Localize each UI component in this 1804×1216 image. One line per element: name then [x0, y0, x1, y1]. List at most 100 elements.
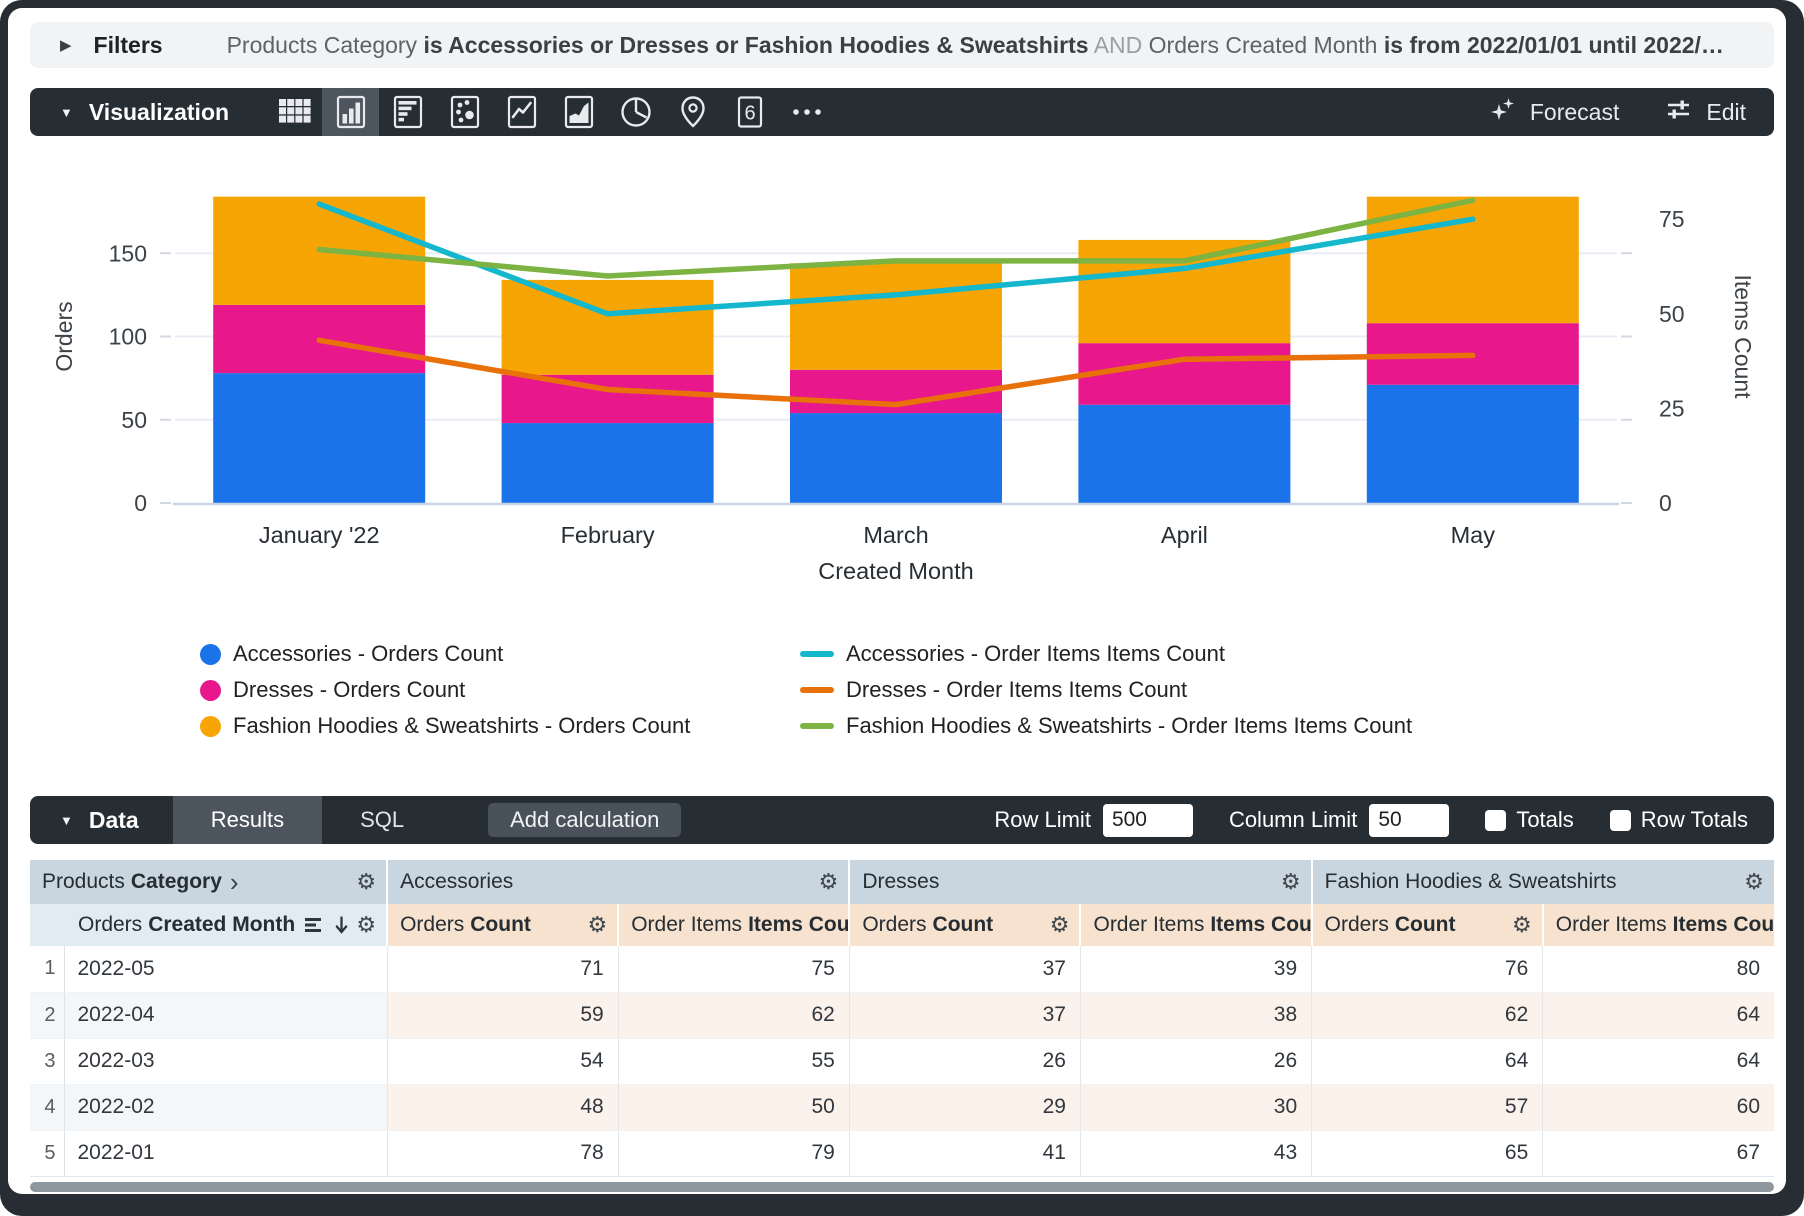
row-month[interactable]: 2022-02: [64, 1084, 388, 1131]
sort-desc-arrow-icon[interactable]: [334, 915, 349, 935]
measure-column-header[interactable]: Orders Count ⚙: [1310, 904, 1543, 946]
pivot-group-header[interactable]: Fashion Hoodies & Sweatshirts ⚙: [1310, 860, 1774, 904]
cell-value[interactable]: 30: [1080, 1084, 1313, 1131]
row-limit-input[interactable]: [1102, 803, 1193, 837]
row-dimension-header[interactable]: Orders Created Month ⚙: [30, 904, 388, 946]
measure-column-header[interactable]: Orders Count ⚙: [386, 904, 619, 946]
pivot-dimension-header[interactable]: Products Category › ⚙: [30, 860, 388, 904]
add-calculation-button[interactable]: Add calculation: [488, 803, 682, 837]
legend-item[interactable]: Fashion Hoodies & Sweatshirts - Order It…: [800, 708, 1412, 744]
column-gear-icon[interactable]: ⚙: [1744, 869, 1764, 894]
cell-value[interactable]: 64: [1542, 992, 1774, 1039]
legend-column: Accessories - Order Items Items Count Dre…: [800, 636, 1412, 744]
row-index: 3: [30, 1038, 65, 1085]
cell-value[interactable]: 43: [1080, 1130, 1313, 1177]
legend-item[interactable]: Accessories - Orders Count: [200, 636, 690, 672]
column-gear-icon[interactable]: ⚙: [1049, 912, 1070, 937]
table-row[interactable]: 4 2022-02 48 50 29 30 57 60: [30, 1084, 1774, 1131]
pivot-group-header[interactable]: Accessories ⚙: [386, 860, 850, 904]
viz-type-area-icon[interactable]: [550, 88, 607, 136]
viz-type-map-icon[interactable]: [664, 88, 721, 136]
legend-circle-swatch: [200, 679, 221, 701]
cell-value[interactable]: 29: [849, 1084, 1081, 1131]
column-gear-icon[interactable]: ⚙: [818, 869, 839, 894]
table-row[interactable]: 2 2022-04 59 62 37 38 62 64: [30, 992, 1774, 1039]
cell-value[interactable]: 41: [849, 1130, 1081, 1177]
row-month[interactable]: 2022-03: [64, 1038, 388, 1085]
cell-value[interactable]: 62: [618, 992, 850, 1039]
legend-item[interactable]: Dresses - Order Items Items Count: [800, 672, 1412, 708]
cell-value[interactable]: 62: [1311, 992, 1544, 1039]
pivot-group-header[interactable]: Dresses ⚙: [848, 860, 1312, 904]
cell-value[interactable]: 59: [387, 992, 619, 1039]
totals-checkbox[interactable]: [1485, 809, 1507, 831]
column-limit-input[interactable]: [1369, 803, 1450, 837]
cell-value[interactable]: 67: [1542, 1130, 1774, 1177]
cell-value[interactable]: 64: [1542, 1038, 1774, 1085]
table-row[interactable]: 1 2022-05 71 75 37 39 76 80: [30, 946, 1774, 993]
cell-value[interactable]: 54: [387, 1038, 619, 1085]
viz-type-table-icon[interactable]: [265, 88, 322, 136]
data-tab-results[interactable]: Results: [172, 796, 323, 844]
legend-item[interactable]: Dresses - Orders Count: [200, 672, 690, 708]
cell-value[interactable]: 71: [387, 946, 619, 993]
cell-value[interactable]: 39: [1080, 946, 1313, 993]
cell-value[interactable]: 75: [618, 946, 850, 993]
column-gear-icon[interactable]: ⚙: [1280, 869, 1301, 894]
legend-item[interactable]: Accessories - Order Items Items Count: [800, 636, 1412, 672]
visualization-collapse-icon[interactable]: ▼: [60, 104, 73, 120]
svg-text:0: 0: [1659, 490, 1672, 516]
row-month[interactable]: 2022-04: [64, 992, 388, 1039]
column-gear-icon[interactable]: ⚙: [587, 912, 608, 937]
measure-column-header[interactable]: Orders Count ⚙: [848, 904, 1081, 946]
column-gear-icon[interactable]: ⚙: [356, 912, 377, 937]
viz-type-more-icon[interactable]: [778, 88, 835, 136]
stacked-column-line-chart[interactable]: 0 50 100 150 0 25 50 75 January '22 February March…: [30, 150, 1774, 620]
cell-value[interactable]: 55: [618, 1038, 850, 1085]
filters-bar[interactable]: ▶ Filters Products Category is Accessori…: [30, 22, 1774, 68]
cell-value[interactable]: 37: [849, 992, 1081, 1039]
cell-value[interactable]: 26: [849, 1038, 1081, 1085]
edit-button[interactable]: Edit: [1665, 96, 1746, 129]
cell-value[interactable]: 37: [849, 946, 1081, 993]
legend-item[interactable]: Fashion Hoodies & Sweatshirts - Orders C…: [200, 708, 690, 744]
cell-value[interactable]: 78: [387, 1130, 619, 1177]
cell-value[interactable]: 65: [1311, 1130, 1544, 1177]
cell-value[interactable]: 80: [1542, 946, 1774, 993]
viz-type-bar-icon[interactable]: [379, 88, 436, 136]
cell-value[interactable]: 48: [387, 1084, 619, 1131]
forecast-button[interactable]: Forecast: [1489, 96, 1619, 129]
table-row[interactable]: 3 2022-03 54 55 26 26 64 64: [30, 1038, 1774, 1085]
cell-value[interactable]: 26: [1080, 1038, 1313, 1085]
chevron-right-icon[interactable]: ›: [229, 867, 239, 897]
cell-value[interactable]: 38: [1080, 992, 1313, 1039]
cell-value[interactable]: 76: [1311, 946, 1544, 993]
data-tab-sql[interactable]: SQL: [360, 807, 405, 832]
table-horizontal-scrollbar[interactable]: [30, 1182, 1774, 1192]
filter-summary-segment: is Accessories or Dresses or Fashion Hoo…: [423, 31, 1089, 58]
viz-type-pie-icon[interactable]: [607, 88, 664, 136]
table-row[interactable]: 5 2022-01 78 79 41 43 65 67: [30, 1130, 1774, 1177]
cell-value[interactable]: 60: [1542, 1084, 1774, 1131]
column-gear-icon[interactable]: ⚙: [1512, 912, 1532, 937]
filters-expand-icon[interactable]: ▶: [60, 36, 72, 54]
viz-type-single-value-icon[interactable]: 6: [721, 88, 778, 136]
cell-value[interactable]: 64: [1311, 1038, 1544, 1085]
viz-type-switcher: 6: [265, 88, 835, 136]
column-gear-icon[interactable]: ⚙: [356, 869, 377, 894]
viz-type-column-icon[interactable]: [322, 88, 380, 136]
viz-type-scatter-icon[interactable]: [436, 88, 493, 136]
filter-summary-segment: Products Category: [226, 31, 424, 58]
viz-type-line-icon[interactable]: [493, 88, 550, 136]
cell-value[interactable]: 57: [1311, 1084, 1544, 1131]
cell-value[interactable]: 79: [618, 1130, 850, 1177]
cell-value[interactable]: 50: [618, 1084, 850, 1131]
row-month[interactable]: 2022-01: [64, 1130, 388, 1177]
sort-rows-icon[interactable]: [305, 916, 324, 934]
data-collapse-icon[interactable]: ▼: [60, 812, 73, 828]
row-month[interactable]: 2022-05: [64, 946, 388, 993]
row-totals-checkbox[interactable]: [1609, 809, 1631, 831]
